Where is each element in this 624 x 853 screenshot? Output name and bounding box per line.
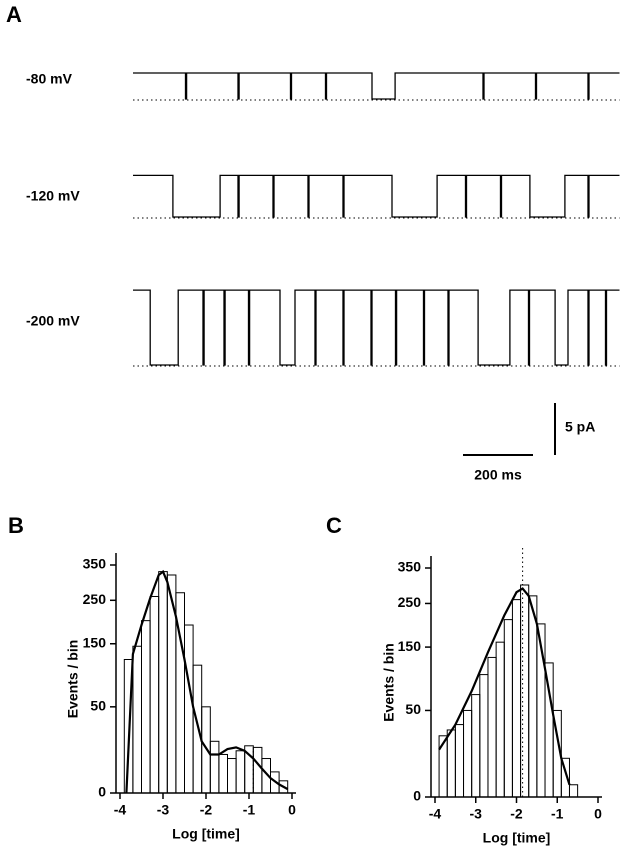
y-tick-label: 50 [90, 698, 106, 714]
histogram-bin [560, 757, 570, 798]
trace-label: -120 mV [26, 188, 80, 204]
histogram-bin [495, 641, 505, 798]
histogram-bin [141, 620, 151, 794]
x-axis-label: Log [time] [172, 826, 240, 842]
y-tick-label: 0 [98, 784, 106, 800]
panel-label: A [6, 2, 22, 27]
x-axis-label: Log [time] [483, 830, 551, 846]
y-tick-label: 150 [398, 638, 422, 654]
histogram-bin [218, 753, 228, 794]
histogram-bin [544, 662, 554, 798]
x-tick-label: 0 [594, 806, 602, 822]
histogram-bin [132, 645, 142, 794]
current-trace [133, 174, 620, 218]
histogram-bin [184, 624, 194, 794]
y-axis-label: Events / bin [381, 643, 397, 722]
histogram-bin [192, 664, 203, 794]
current-trace [133, 72, 620, 100]
x-tick-label: -4 [429, 806, 442, 822]
histogram-bin [446, 729, 456, 798]
y-tick-label: 50 [405, 701, 421, 717]
y-tick-label: 250 [398, 594, 422, 610]
y-axis-label: Events / bin [65, 640, 81, 719]
x-tick-label: -3 [157, 802, 170, 818]
x-tick-label: -4 [114, 802, 127, 818]
x-tick-label: -2 [510, 806, 523, 822]
current-trace [133, 289, 620, 366]
histogram-bin [503, 619, 513, 798]
panel-label: B [8, 513, 24, 538]
histogram-bin [278, 780, 289, 794]
x-tick-label: -2 [200, 802, 213, 818]
y-tick-label: 350 [83, 556, 107, 572]
histogram-bin [227, 758, 237, 794]
histogram-bin [463, 709, 473, 798]
histogram-bin [511, 599, 522, 798]
histogram-bin [479, 674, 489, 798]
histogram-bin [520, 584, 530, 798]
y-tick-label: 0 [413, 788, 421, 804]
x-tick-label: 0 [288, 802, 296, 818]
histogram-bin [487, 656, 497, 798]
histogram-bin [149, 595, 160, 794]
scalebar-label: 5 pA [565, 419, 595, 435]
histogram-bin [209, 740, 220, 794]
y-tick-label: 350 [398, 559, 422, 575]
histogram-bin [568, 784, 579, 798]
trace-label: -80 mV [26, 71, 73, 87]
panel-label: C [326, 513, 342, 538]
histogram-bin [158, 571, 168, 794]
y-tick-label: 150 [83, 634, 107, 650]
histogram-bin [471, 694, 481, 798]
x-tick-label: -1 [551, 806, 564, 822]
x-tick-label: -3 [470, 806, 483, 822]
histogram-bin [235, 750, 246, 794]
histogram-bin [454, 724, 465, 798]
scalebar-label: 200 ms [474, 467, 522, 483]
histogram-bin [252, 746, 263, 794]
trace-label: -200 mV [26, 313, 80, 329]
fit-curve [125, 569, 289, 794]
histogram-bin [528, 595, 538, 798]
x-tick-label: -1 [243, 802, 256, 818]
y-tick-label: 250 [83, 591, 107, 607]
